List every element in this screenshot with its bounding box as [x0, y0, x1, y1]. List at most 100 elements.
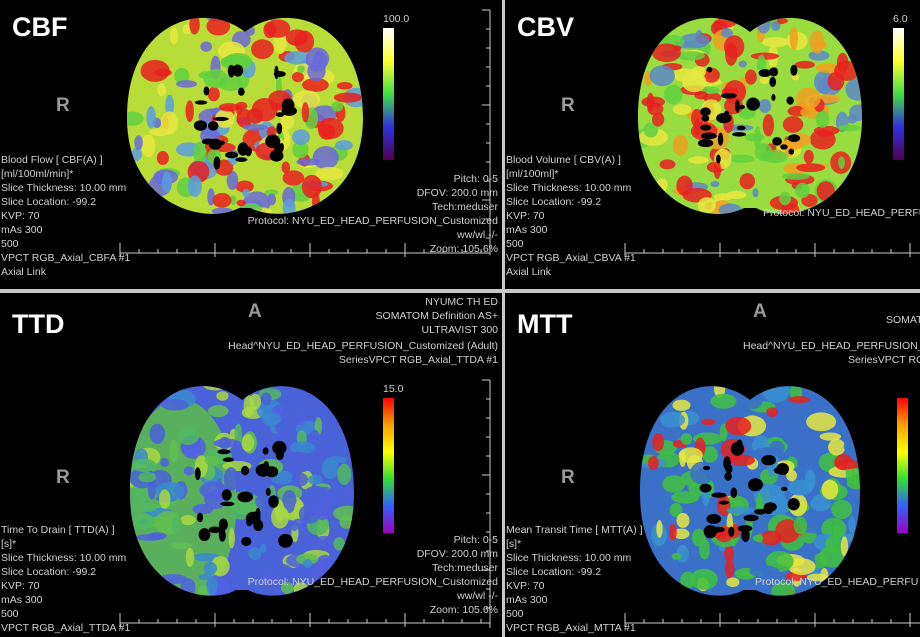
region: [679, 33, 710, 49]
region: [344, 490, 354, 499]
brain-map: [638, 17, 862, 214]
ventricle: [764, 502, 777, 512]
region: [796, 163, 826, 173]
region: [289, 441, 316, 454]
region: [819, 432, 842, 441]
ventricle: [737, 525, 753, 532]
region: [312, 146, 339, 170]
region: [311, 191, 320, 213]
info-right: Protocol: NYU_ED_HEAD_PERFUSION_Customiz…: [247, 576, 498, 588]
ventricle: [275, 112, 285, 118]
region: [295, 411, 306, 426]
region: [130, 501, 157, 513]
ventricle: [244, 146, 252, 157]
region: [717, 17, 738, 28]
region: [211, 207, 234, 214]
ventricle: [718, 500, 730, 505]
region: [806, 412, 837, 432]
ventricle: [716, 113, 732, 124]
orientation-label: A: [248, 301, 262, 322]
region: [333, 537, 346, 551]
region: [647, 455, 659, 470]
region: [315, 503, 330, 521]
region: [825, 535, 842, 554]
ventricle: [194, 467, 201, 481]
region: [744, 133, 765, 142]
ventricle: [769, 67, 779, 77]
info-left: KVP: 70: [1, 580, 40, 592]
region: [786, 469, 797, 482]
region: [203, 216, 227, 224]
region: [691, 66, 706, 78]
info-left: Slice Thickness: 10.00 mm: [506, 182, 632, 194]
info-right: ww/wl -/-: [457, 229, 498, 241]
info-right: DFOV: 200.0 mm: [416, 187, 498, 199]
region: [262, 412, 281, 426]
ventricle: [701, 115, 710, 122]
region: [272, 563, 293, 580]
region: [308, 474, 323, 485]
region: [643, 122, 659, 138]
region: [678, 447, 703, 464]
region: [212, 192, 232, 208]
ventricle: [268, 495, 279, 508]
ventricle: [730, 442, 745, 456]
info-right: DFOV: 200.0 mm: [416, 548, 498, 560]
region: [275, 419, 296, 436]
region: [333, 505, 354, 522]
region: [801, 521, 826, 534]
region: [680, 433, 693, 445]
region: [291, 71, 304, 83]
region: [788, 558, 816, 575]
region: [185, 547, 195, 567]
ventricle: [246, 518, 253, 527]
region: [761, 386, 790, 403]
region: [176, 427, 200, 445]
region: [207, 86, 220, 102]
ventricle: [255, 463, 272, 477]
ventricle: [754, 508, 767, 515]
info-right: Zoom: 105.6%: [429, 243, 498, 255]
region: [260, 392, 272, 406]
info-right: Protocol: NYU_ED_HEAD_PERFU: [763, 207, 920, 219]
region: [652, 112, 665, 127]
orientation-label: R: [56, 467, 70, 488]
info-left: 500: [1, 238, 19, 250]
panel-label: TTD: [12, 309, 65, 339]
info-left: Slice Thickness: 10.00 mm: [506, 552, 632, 564]
region: [779, 191, 792, 206]
info-top: SeriesVPCT RGB_: [848, 354, 920, 366]
region: [223, 579, 231, 596]
region: [315, 166, 344, 181]
region: [814, 70, 834, 94]
region: [169, 439, 179, 463]
ventricle: [235, 157, 248, 162]
region: [161, 399, 189, 411]
region: [673, 528, 690, 540]
info-left: KVP: 70: [506, 580, 545, 592]
ventricle: [776, 462, 790, 475]
region: [791, 405, 800, 427]
region: [133, 513, 155, 530]
region: [691, 528, 706, 547]
region: [754, 534, 764, 543]
ventricle: [761, 454, 776, 466]
region: [702, 446, 718, 463]
region: [282, 405, 301, 415]
info-left: KVP: 70: [506, 210, 545, 222]
region: [710, 180, 720, 188]
region: [703, 67, 720, 83]
info-left: Axial Link: [1, 266, 46, 278]
region: [171, 515, 183, 534]
region: [652, 433, 665, 452]
region: [690, 461, 714, 485]
region: [156, 151, 169, 166]
region: [132, 458, 157, 472]
region: [221, 218, 238, 227]
region: [727, 154, 755, 163]
region: [756, 17, 771, 34]
viewport: CBF R 100.0 Blood Flow [ CBF(A) ] [ml/100ml/…: [0, 0, 502, 289]
region: [795, 182, 810, 199]
panel-label: CBF: [12, 12, 68, 42]
